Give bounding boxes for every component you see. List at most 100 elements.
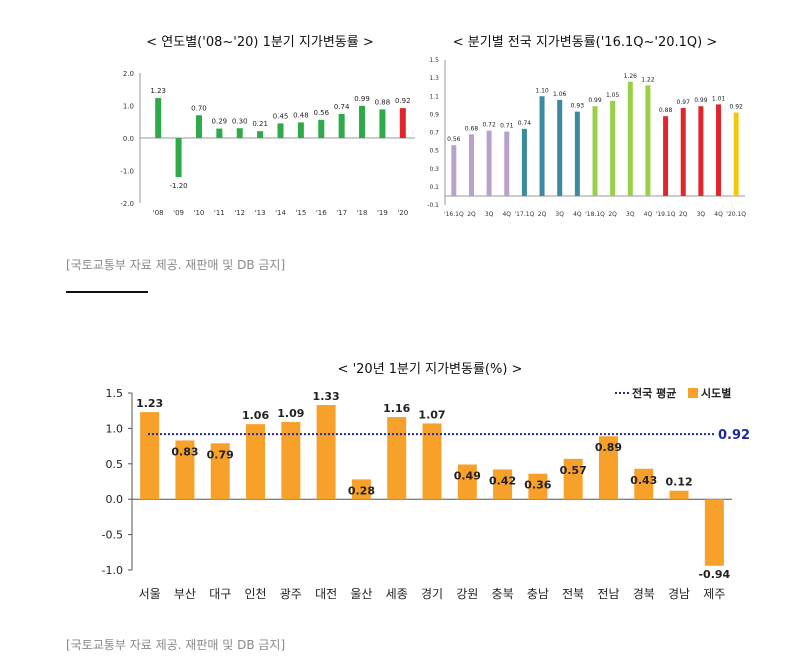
value-label: 0.92 [729, 104, 743, 111]
value-label: 0.56 [447, 136, 461, 143]
y-tick-label: 0.1 [429, 184, 439, 191]
bar-9 [338, 113, 345, 138]
value-label: 1.06 [553, 91, 567, 98]
x-tick-label: 경북 [633, 587, 655, 601]
x-tick-label: 전북 [562, 587, 584, 601]
section-divider [66, 291, 148, 293]
bar-5 [257, 131, 264, 138]
value-label: 0.83 [171, 445, 198, 458]
value-label: 0.21 [252, 120, 268, 128]
x-tick-label: 2Q [538, 211, 547, 218]
value-label: 1.33 [313, 390, 340, 403]
value-label: 1.16 [383, 402, 410, 415]
x-tick-label: 2Q [608, 211, 617, 218]
value-label: 0.92 [395, 97, 411, 105]
bar-4 [521, 128, 527, 196]
bar-15 [716, 104, 722, 196]
x-tick-label: '11 [214, 209, 225, 217]
bar-6 [277, 123, 284, 138]
bar-9 [610, 100, 616, 196]
value-label: 0.74 [334, 103, 350, 111]
x-tick-label: '17.1Q [515, 211, 535, 218]
bar-11 [379, 109, 386, 138]
y-tick-label: 1.5 [106, 387, 124, 400]
x-tick-label: 경기 [421, 587, 443, 601]
x-tick-label: '10 [194, 209, 205, 217]
value-label: 0.30 [232, 117, 248, 125]
value-label: 1.09 [277, 407, 304, 420]
x-tick-label: '15 [295, 209, 306, 217]
bar-6 [557, 99, 563, 196]
y-tick-label: 0.3 [429, 166, 439, 173]
x-tick-label: 3Q [626, 211, 635, 218]
bar-13 [680, 108, 686, 196]
x-tick-label: '18 [357, 209, 368, 217]
value-label: 0.36 [524, 479, 551, 492]
value-label: 1.10 [535, 87, 549, 94]
chart-title: < 연도별('08~'20) 1분기 지가변동률 > [146, 35, 373, 50]
value-label: 0.12 [665, 476, 692, 489]
bar-3 [216, 128, 223, 138]
x-tick-label: '18.1Q [585, 211, 605, 218]
x-tick-label: '20.1Q [726, 211, 746, 218]
x-tick-label: 4Q [502, 211, 511, 218]
x-tick-label: '16.1Q [444, 211, 464, 218]
value-label: 0.28 [348, 484, 375, 497]
value-label: 0.93 [571, 103, 585, 110]
value-label: -0.94 [698, 568, 730, 581]
x-tick-label: '19 [377, 209, 388, 217]
value-label: 0.70 [191, 104, 207, 112]
bar-14 [634, 468, 654, 500]
x-tick-label: 4Q [644, 211, 653, 218]
x-tick-label: 4Q [714, 211, 723, 218]
quarterly-chart: < 분기별 전국 지가변동률('16.1Q~'20.1Q) > 1.5 1.3 1.1… [427, 35, 746, 218]
value-label: 0.71 [500, 123, 514, 130]
x-tick-label: 경남 [668, 587, 690, 601]
x-tick-label: '19.1Q [656, 211, 676, 218]
bar-0 [155, 98, 162, 138]
bar-14 [698, 106, 704, 196]
x-tick-label: 충북 [492, 587, 514, 601]
value-label: 0.57 [560, 464, 587, 477]
value-label: 0.99 [354, 95, 370, 103]
x-tick-label: 충남 [527, 587, 549, 601]
bar-10 [627, 81, 633, 196]
bar-9 [457, 464, 477, 500]
value-label: 1.26 [624, 73, 638, 80]
value-label: 1.22 [641, 76, 655, 83]
bar-15 [669, 490, 689, 500]
bar-1 [175, 440, 195, 500]
x-tick-label: 제주 [703, 587, 725, 601]
bar-11 [645, 85, 651, 196]
bar-7 [387, 417, 407, 500]
bar-5 [316, 405, 336, 500]
y-tick-label: 1.0 [123, 103, 134, 111]
national-average-label: 0.92 [718, 428, 750, 443]
yearly-q1-chart: < 연도별('08~'20) 1분기 지가변동률 > 2.0 1.0 0.0 -1.0 -… [120, 35, 415, 217]
bar-13 [598, 436, 618, 500]
bar-1 [468, 134, 474, 196]
x-tick-label: '12 [234, 209, 245, 217]
value-label: -1.20 [170, 182, 188, 190]
x-tick-label: 강원 [456, 587, 478, 601]
x-tick-label: 3Q [485, 211, 494, 218]
bar-2 [195, 115, 202, 138]
source-caption-bottom: [국토교통부 자료 제공. 재판매 및 DB 금지] [66, 638, 286, 652]
bar-2 [210, 443, 230, 500]
y-tick-label: -0.5 [102, 529, 123, 542]
bar-10 [493, 469, 513, 500]
value-label: 0.99 [694, 97, 708, 104]
chart-title: < 분기별 전국 지가변동률('16.1Q~'20.1Q) > [453, 35, 717, 50]
source-caption-top: [국토교통부 자료 제공. 재판매 및 DB 금지] [66, 258, 286, 272]
bar-6 [351, 479, 371, 500]
value-label: 1.01 [712, 95, 726, 102]
x-tick-label: 3Q [555, 211, 564, 218]
x-tick-label: 2Q [467, 211, 476, 218]
bar-8 [318, 119, 325, 138]
chart-title: < '20년 1분기 지가변동률(%) > [338, 362, 523, 377]
y-tick-label: 0.9 [429, 111, 439, 118]
y-tick-label: 1.0 [106, 422, 124, 435]
y-tick-label: 1.1 [429, 93, 439, 100]
bar-0 [451, 145, 457, 196]
